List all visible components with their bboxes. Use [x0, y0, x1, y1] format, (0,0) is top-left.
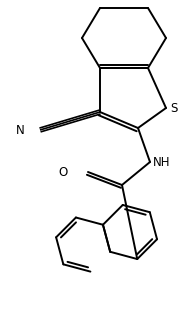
Text: N: N [16, 124, 25, 137]
Text: O: O [59, 165, 68, 179]
Text: S: S [170, 101, 177, 115]
Text: NH: NH [153, 156, 171, 170]
